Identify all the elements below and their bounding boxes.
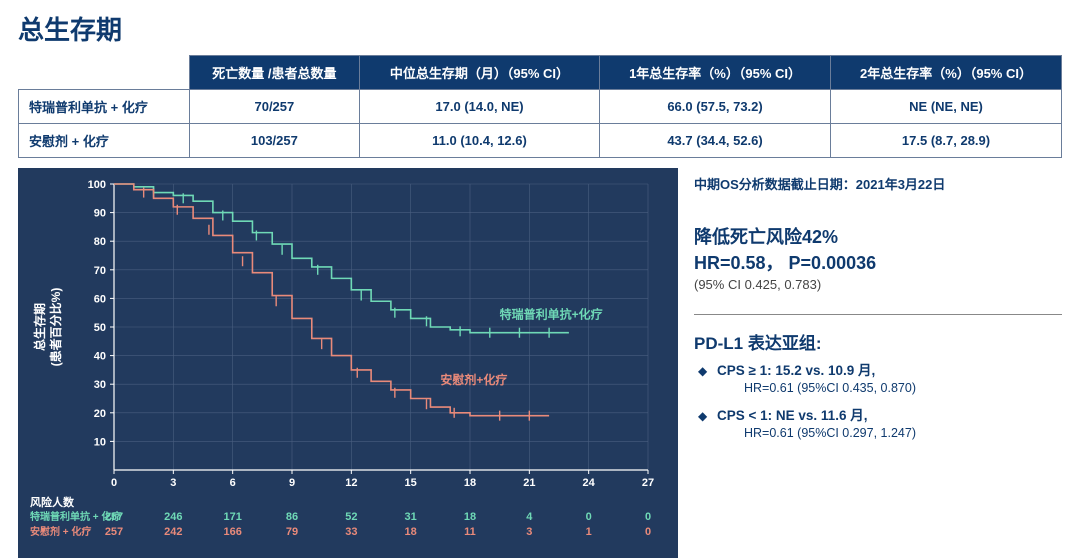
svg-text:246: 246 [164, 511, 182, 523]
subgroup-sub: HR=0.61 (95%CI 0.435, 0.870) [698, 380, 1062, 397]
hr-block: 降低死亡风险42% HR=0.58， P=0.00036 (95% CI 0.4… [694, 223, 1062, 292]
svg-text:171: 171 [223, 511, 241, 523]
cell: 43.7 (34.4, 52.6) [600, 124, 831, 158]
svg-text:90: 90 [94, 208, 106, 220]
svg-text:安慰剂+化疗: 安慰剂+化疗 [440, 372, 507, 387]
cell: NE (NE, NE) [831, 90, 1062, 124]
svg-text:21: 21 [523, 477, 535, 489]
svg-text:24: 24 [583, 477, 596, 489]
col-header: 死亡数量 /患者总数量 [189, 56, 359, 90]
svg-text:166: 166 [223, 526, 241, 538]
svg-text:60: 60 [94, 293, 106, 305]
svg-text:4: 4 [526, 511, 533, 523]
table-corner [19, 56, 190, 90]
svg-text:0: 0 [586, 511, 592, 523]
cutoff-date: 中期OS分析数据截止日期：2021年3月22日 [694, 174, 1062, 193]
subgroup-main: CPS ≥ 1: 15.2 vs. 10.9 月, [717, 363, 875, 378]
svg-text:80: 80 [94, 236, 106, 248]
svg-text:40: 40 [94, 351, 106, 363]
diamond-icon: ◆ [698, 409, 707, 423]
svg-text:9: 9 [289, 477, 295, 489]
divider [694, 314, 1062, 315]
risk-reduction: 降低死亡风险42% [694, 223, 1062, 249]
svg-text:10: 10 [94, 436, 106, 448]
row-label: 安慰剂 + 化疗 [19, 124, 190, 158]
svg-text:3: 3 [526, 526, 532, 538]
cell: 11.0 (10.4, 12.6) [359, 124, 599, 158]
svg-text:1: 1 [586, 526, 592, 538]
col-header: 1年总生存率（%）（95% CI） [600, 56, 831, 90]
side-panel: 中期OS分析数据截止日期：2021年3月22日 降低死亡风险42% HR=0.5… [694, 168, 1062, 558]
list-item: ◆ CPS ≥ 1: 15.2 vs. 10.9 月, HR=0.61 (95%… [698, 362, 1062, 397]
svg-text:86: 86 [286, 511, 298, 523]
subgroup-sub: HR=0.61 (95%CI 0.297, 1.247) [698, 425, 1062, 442]
svg-text:风险人数: 风险人数 [30, 495, 75, 509]
cell: 17.5 (8.7, 28.9) [831, 124, 1062, 158]
row-label: 特瑞普利单抗 + 化疗 [19, 90, 190, 124]
svg-text:31: 31 [405, 511, 417, 523]
svg-text:18: 18 [405, 526, 417, 538]
svg-text:18: 18 [464, 511, 476, 523]
svg-text:257: 257 [105, 526, 123, 538]
svg-text:总生存期: 总生存期 [32, 303, 47, 351]
col-header: 中位总生存期（月）（95% CI） [359, 56, 599, 90]
col-header: 2年总生存率（%）（95% CI） [831, 56, 1062, 90]
svg-text:50: 50 [94, 322, 106, 334]
svg-text:安慰剂 + 化疗: 安慰剂 + 化疗 [30, 525, 91, 538]
svg-text:11: 11 [464, 526, 476, 538]
table-row: 特瑞普利单抗 + 化疗 70/257 17.0 (14.0, NE) 66.0 … [19, 90, 1062, 124]
page-title: 总生存期 [18, 10, 1062, 47]
svg-text:0: 0 [645, 526, 651, 538]
cell: 70/257 [189, 90, 359, 124]
svg-text:20: 20 [94, 408, 106, 420]
cell: 103/257 [189, 124, 359, 158]
cell: 17.0 (14.0, NE) [359, 90, 599, 124]
svg-text:33: 33 [345, 526, 357, 538]
diamond-icon: ◆ [698, 364, 707, 378]
svg-text:6: 6 [230, 477, 236, 489]
hr-p-value: HR=0.58， P=0.00036 [694, 249, 1062, 275]
hr-ci: (95% CI 0.425, 0.783) [694, 277, 1062, 292]
svg-text:70: 70 [94, 265, 106, 277]
svg-text:特瑞普利单抗+化疗: 特瑞普利单抗+化疗 [500, 306, 603, 321]
svg-text:0: 0 [645, 511, 651, 523]
svg-text:18: 18 [464, 477, 476, 489]
svg-text:79: 79 [286, 526, 298, 538]
subgroup-main: CPS < 1: NE vs. 11.6 月, [717, 408, 867, 423]
svg-text:242: 242 [164, 526, 182, 538]
svg-text:12: 12 [345, 477, 357, 489]
svg-text:52: 52 [345, 511, 357, 523]
os-summary-table: 死亡数量 /患者总数量 中位总生存期（月）（95% CI） 1年总生存率（%）（… [18, 55, 1062, 158]
svg-text:3: 3 [170, 477, 176, 489]
subgroup-list: ◆ CPS ≥ 1: 15.2 vs. 10.9 月, HR=0.61 (95%… [694, 362, 1062, 442]
svg-text:27: 27 [642, 477, 654, 489]
list-item: ◆ CPS < 1: NE vs. 11.6 月, HR=0.61 (95%CI… [698, 407, 1062, 442]
svg-text:15: 15 [405, 477, 417, 489]
table-row: 安慰剂 + 化疗 103/257 11.0 (10.4, 12.6) 43.7 … [19, 124, 1062, 158]
km-chart: 1020304050607080901000369121518212427总生存… [18, 168, 678, 558]
svg-text:257: 257 [105, 511, 123, 523]
cell: 66.0 (57.5, 73.2) [600, 90, 831, 124]
svg-text:100: 100 [88, 179, 106, 191]
svg-text:30: 30 [94, 379, 106, 391]
subgroup-title: PD-L1 表达亚组: [694, 329, 1062, 354]
svg-text:(患者百分比%): (患者百分比%) [48, 288, 63, 367]
svg-text:0: 0 [111, 477, 117, 489]
